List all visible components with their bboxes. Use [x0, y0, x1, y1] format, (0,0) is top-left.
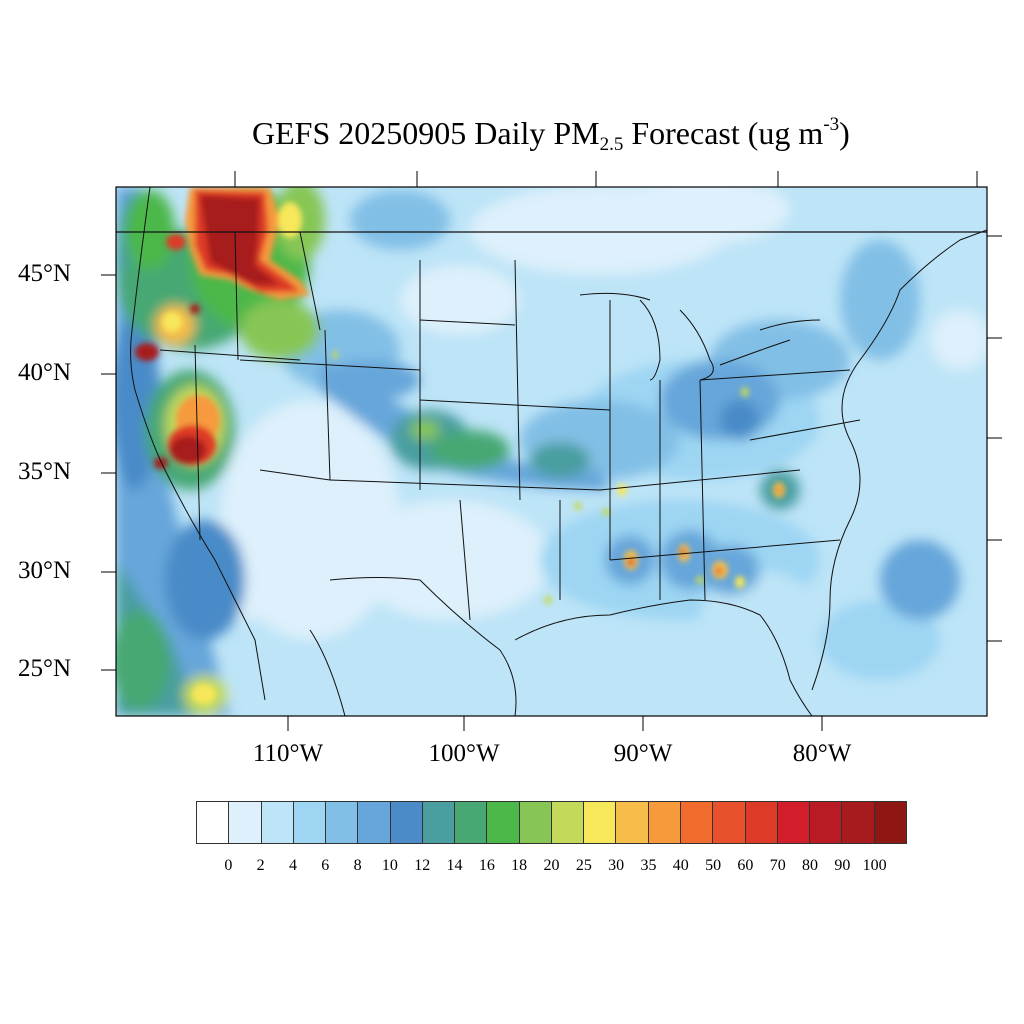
colorbar-label: 4 — [288, 857, 297, 874]
colorbar-label: 30 — [608, 857, 625, 874]
colorbar-swatch — [777, 802, 811, 843]
lat-label-40: 40°N — [18, 359, 72, 386]
colorbar-label: 40 — [672, 857, 689, 874]
colorbar-label: 0 — [224, 857, 233, 874]
colorbar-swatch — [229, 802, 262, 843]
colorbar-swatch — [842, 802, 875, 843]
map-frame — [115, 186, 988, 717]
colorbar-swatch — [326, 802, 359, 843]
lat-label-30: 30°N — [18, 557, 72, 584]
colorbar-swatch — [197, 802, 230, 843]
boundaries — [116, 187, 987, 716]
colorbar-label: 80 — [802, 857, 819, 874]
colorbar-label: 70 — [769, 857, 786, 874]
colorbar-swatch — [390, 802, 423, 843]
colorbar-swatch — [745, 802, 778, 843]
colorbar-label: 14 — [446, 857, 463, 874]
colorbar-swatch — [358, 802, 391, 843]
colorbar-label: 20 — [543, 857, 560, 874]
colorbar-label: 10 — [381, 857, 398, 874]
colorbar-swatch — [293, 802, 327, 843]
colorbar-label: 6 — [321, 857, 330, 874]
colorbar-label: 25 — [575, 857, 592, 874]
hotspots — [135, 187, 785, 704]
colorbar-label: 8 — [353, 857, 362, 874]
colorbar — [196, 801, 907, 844]
ticks — [101, 171, 1002, 731]
colorbar-label: 100 — [862, 857, 887, 874]
map-title: GEFS 20250905 Daily PM2.5 Forecast (ug m… — [252, 114, 850, 155]
colorbar-label: 60 — [737, 857, 754, 874]
lat-label-25: 25°N — [18, 655, 72, 682]
colorbar-swatch — [874, 802, 906, 843]
colorbar-swatch — [455, 802, 488, 843]
colorbar-label: 50 — [705, 857, 722, 874]
colorbar-swatch — [648, 802, 681, 843]
colorbar-label: 35 — [640, 857, 657, 874]
lon-label-110w: 110°W — [252, 740, 324, 767]
lat-label-45: 45°N — [18, 260, 72, 287]
colorbar-label: 12 — [414, 857, 431, 874]
colorbar-swatch — [487, 802, 520, 843]
colorbar-swatch — [261, 802, 294, 843]
colorbar-label: 90 — [834, 857, 851, 874]
lon-label-90w: 90°W — [613, 740, 673, 767]
colorbar-swatch — [680, 802, 714, 843]
colorbar-swatch — [616, 802, 649, 843]
colorbar-swatch — [810, 802, 843, 843]
colorbar-label: 18 — [511, 857, 528, 874]
colorbar-label: 16 — [478, 857, 495, 874]
colorbar-swatch — [422, 802, 456, 843]
colorbar-label: 2 — [256, 857, 265, 874]
colorbar-swatch — [584, 802, 617, 843]
lat-label-35: 35°N — [18, 458, 72, 485]
lon-label-80w: 80°W — [792, 740, 852, 767]
concentration-field — [116, 187, 987, 716]
lon-label-100w: 100°W — [428, 740, 500, 767]
colorbar-swatch — [519, 802, 552, 843]
colorbar-swatch — [551, 802, 585, 843]
colorbar-swatch — [713, 802, 746, 843]
